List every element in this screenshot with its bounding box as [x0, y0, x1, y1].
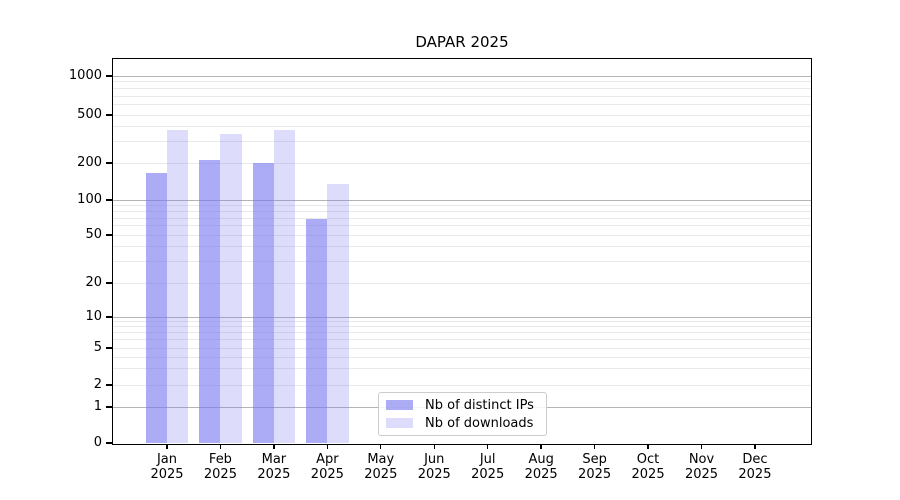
gridline-3	[113, 368, 811, 370]
x-tick-label-oct: Oct 2025	[631, 452, 665, 482]
gridline-500	[113, 114, 811, 116]
x-tick-mark-nov	[700, 444, 703, 450]
legend-swatch-downloads	[386, 417, 413, 429]
x-tick-mark-apr	[326, 444, 329, 450]
gridline-70	[113, 217, 811, 219]
x-tick-label-dec: Dec 2025	[738, 452, 772, 482]
y-tick-mark-10	[106, 316, 113, 318]
y-tick-mark-5	[106, 347, 113, 349]
y-tick-label-2: 2	[93, 377, 102, 392]
y-tick-mark-0	[106, 442, 113, 444]
gridline-700	[113, 95, 811, 97]
gridline-300	[113, 141, 811, 143]
x-tick-label-sep: Sep 2025	[578, 452, 612, 482]
x-tick-mark-jan	[166, 444, 168, 450]
gridline-8	[113, 326, 811, 328]
legend-swatch-distinct-ips	[386, 399, 413, 411]
gridline-800	[113, 88, 811, 90]
gridline-900	[113, 81, 811, 83]
gridline-7	[113, 332, 811, 334]
gridline-1000	[113, 75, 811, 77]
gridline-40	[113, 246, 811, 248]
x-tick-label-aug: Aug 2025	[524, 452, 558, 482]
legend-row-distinct-ips: Nb of distinct IPs	[386, 398, 540, 413]
bar-apr-distinct-ips	[305, 219, 328, 443]
x-tick-mark-mar	[273, 444, 275, 450]
y-tick-label-50: 50	[85, 227, 102, 242]
gridline-200	[113, 162, 811, 164]
gridline-10	[113, 316, 811, 318]
y-tick-label-10: 10	[85, 309, 102, 324]
x-tick-mark-sep	[593, 444, 596, 450]
gridline-600	[113, 104, 811, 106]
x-tick-mark-oct	[647, 444, 649, 450]
gridline-30	[113, 261, 811, 263]
gridline-9	[113, 321, 811, 323]
y-tick-mark-2	[106, 384, 113, 386]
gridline-6	[113, 339, 811, 341]
gridline-20	[113, 282, 811, 284]
bar-feb-distinct-ips	[199, 160, 221, 443]
legend-label-downloads: Nb of downloads	[425, 415, 534, 431]
gridline-50	[113, 234, 811, 236]
y-tick-label-500: 500	[77, 107, 102, 122]
bar-feb-downloads	[220, 133, 242, 443]
y-tick-label-0: 0	[93, 435, 102, 450]
gridline-80	[113, 210, 811, 212]
y-tick-mark-1	[106, 406, 113, 408]
legend-label-distinct-ips: Nb of distinct IPs	[425, 397, 534, 413]
gridline-60	[113, 225, 811, 227]
x-tick-label-apr: Apr 2025	[310, 452, 344, 482]
y-tick-label-200: 200	[77, 155, 102, 170]
x-tick-mark-feb	[219, 444, 222, 450]
x-tick-mark-may	[380, 444, 382, 450]
y-tick-mark-100	[106, 199, 113, 201]
legend: Nb of distinct IPs Nb of downloads	[378, 392, 547, 436]
y-tick-label-1000: 1000	[68, 68, 102, 83]
x-tick-mark-aug	[540, 444, 542, 450]
gridline-2	[113, 384, 811, 386]
y-tick-mark-200	[106, 162, 113, 164]
y-tick-label-1: 1	[93, 399, 102, 414]
y-tick-mark-1000	[106, 75, 113, 77]
x-tick-label-may: May 2025	[364, 452, 398, 482]
x-tick-mark-jun	[433, 444, 435, 450]
y-tick-mark-50	[106, 234, 113, 236]
y-tick-mark-500	[106, 114, 113, 116]
gridline-400	[113, 126, 811, 128]
gridline-4	[113, 356, 811, 358]
legend-row-downloads: Nb of downloads	[386, 416, 540, 431]
bar-apr-downloads	[327, 183, 349, 443]
x-tick-label-jun: Jun 2025	[417, 452, 451, 482]
gridline-100	[113, 199, 811, 201]
bar-mar-distinct-ips	[252, 163, 274, 443]
x-tick-label-jan: Jan 2025	[150, 452, 184, 482]
y-tick-label-20: 20	[85, 275, 102, 290]
chart-title: DAPAR 2025	[415, 33, 509, 51]
x-tick-label-feb: Feb 2025	[203, 452, 237, 482]
gridline-90	[113, 204, 811, 206]
y-tick-label-5: 5	[93, 340, 102, 355]
bar-jan-downloads	[167, 130, 189, 443]
x-tick-label-mar: Mar 2025	[257, 452, 291, 482]
x-tick-label-nov: Nov 2025	[684, 452, 719, 482]
bar-jan-distinct-ips	[145, 173, 167, 443]
x-tick-label-jul: Jul 2025	[471, 452, 505, 482]
x-tick-mark-jul	[487, 444, 489, 450]
bar-mar-downloads	[273, 130, 296, 443]
y-tick-label-100: 100	[77, 192, 102, 207]
x-tick-mark-dec	[754, 444, 756, 450]
y-tick-mark-20	[106, 282, 113, 284]
gridline-5	[113, 347, 811, 349]
